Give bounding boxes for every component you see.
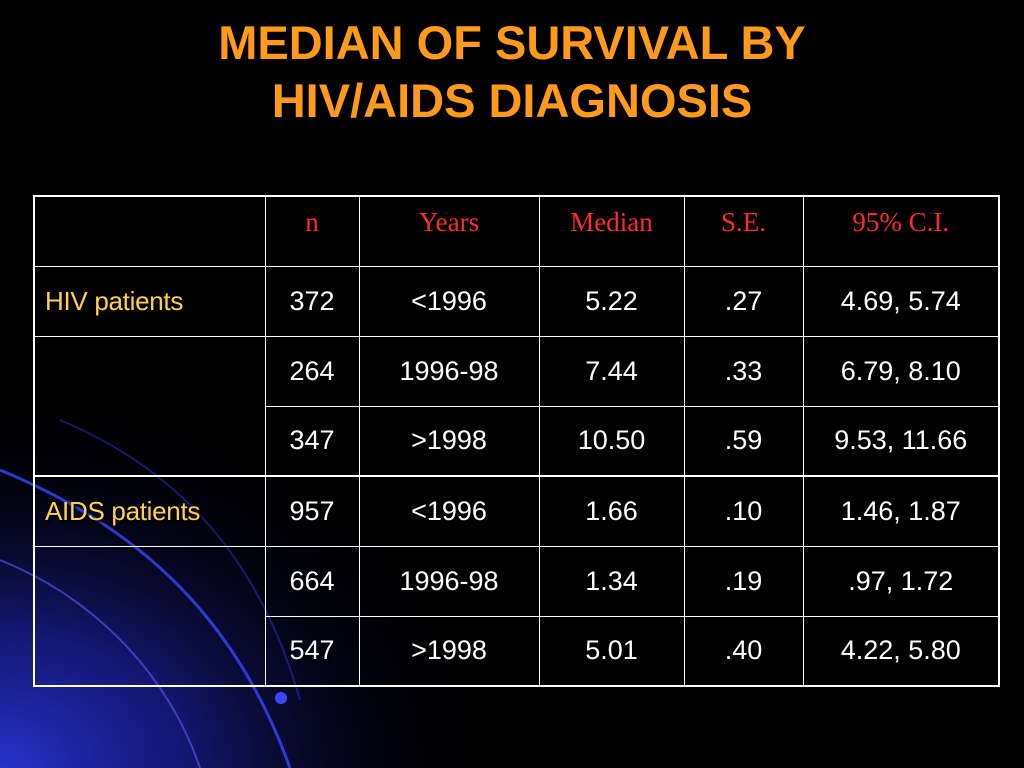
cell-n: 664: [264, 545, 360, 617]
header-cell-years: Years: [358, 195, 540, 267]
table-row: 664 1996-98 1.34 .19 .97, 1.72: [33, 545, 1000, 687]
cell-ci: 6.79, 8.10: [802, 335, 1000, 407]
cell-ci: .97, 1.72: [802, 545, 1000, 617]
header-cell-se: S.E.: [683, 195, 804, 267]
slide-title: MEDIAN OF SURVIVAL BY HIV/AIDS DIAGNOSIS: [0, 14, 1024, 130]
table-row: HIV patients 372 <1996 5.22 .27 4.69, 5.…: [33, 265, 1000, 337]
table-row: AIDS patients 957 <1996 1.66 .10 1.46, 1…: [33, 475, 1000, 547]
cell-median: 1.66: [538, 475, 685, 547]
title-line-1: MEDIAN OF SURVIVAL BY: [218, 16, 806, 69]
cell-ci: 9.53, 11.66: [802, 405, 1000, 477]
cell-se: .40: [683, 615, 804, 687]
cell-years: 1996-98: [358, 335, 540, 407]
header-cell-median: Median: [538, 195, 685, 267]
cell-years: >1998: [358, 405, 540, 477]
cell-median: 5.01: [538, 615, 685, 687]
cell-ci: 4.22, 5.80: [802, 615, 1000, 687]
cell-median: 10.50: [538, 405, 685, 477]
title-line-2: HIV/AIDS DIAGNOSIS: [271, 74, 753, 127]
cell-se: .59: [683, 405, 804, 477]
table-header-row: n Years Median S.E. 95% C.I.: [33, 195, 1000, 267]
cell-years: <1996: [358, 475, 540, 547]
row-label-aids: AIDS patients: [33, 475, 266, 547]
cell-median: 5.22: [538, 265, 685, 337]
header-cell-empty: [33, 195, 266, 267]
cell-ci: 1.46, 1.87: [802, 475, 1000, 547]
cell-n: 264: [264, 335, 360, 407]
cell-years: <1996: [358, 265, 540, 337]
table-row: 547 >1998 5.01 .40 4.22, 5.80: [34, 615, 1000, 687]
table-row: 264 1996-98 7.44 .33 6.79, 8.10: [33, 335, 1000, 477]
cell-se: .10: [683, 475, 804, 547]
cell-se: .27: [683, 265, 804, 337]
cell-n: 347: [264, 405, 360, 477]
cell-n: 957: [264, 475, 360, 547]
row-label-blank: [33, 545, 266, 687]
row-label-blank: [33, 335, 266, 477]
cell-n: 547: [264, 615, 360, 687]
cell-years: >1998: [358, 615, 540, 687]
header-cell-n: n: [264, 195, 360, 267]
header-cell-ci: 95% C.I.: [802, 195, 1000, 267]
cell-median: 7.44: [538, 335, 685, 407]
cell-se: .33: [683, 335, 804, 407]
cell-se: .19: [683, 545, 804, 617]
survival-table: n Years Median S.E. 95% C.I. HIV patient…: [33, 195, 1000, 687]
cell-years: 1996-98: [358, 545, 540, 617]
cell-ci: 4.69, 5.74: [802, 265, 1000, 337]
cell-median: 1.34: [538, 545, 685, 617]
row-label-hiv: HIV patients: [33, 265, 266, 337]
cell-n: 372: [264, 265, 360, 337]
